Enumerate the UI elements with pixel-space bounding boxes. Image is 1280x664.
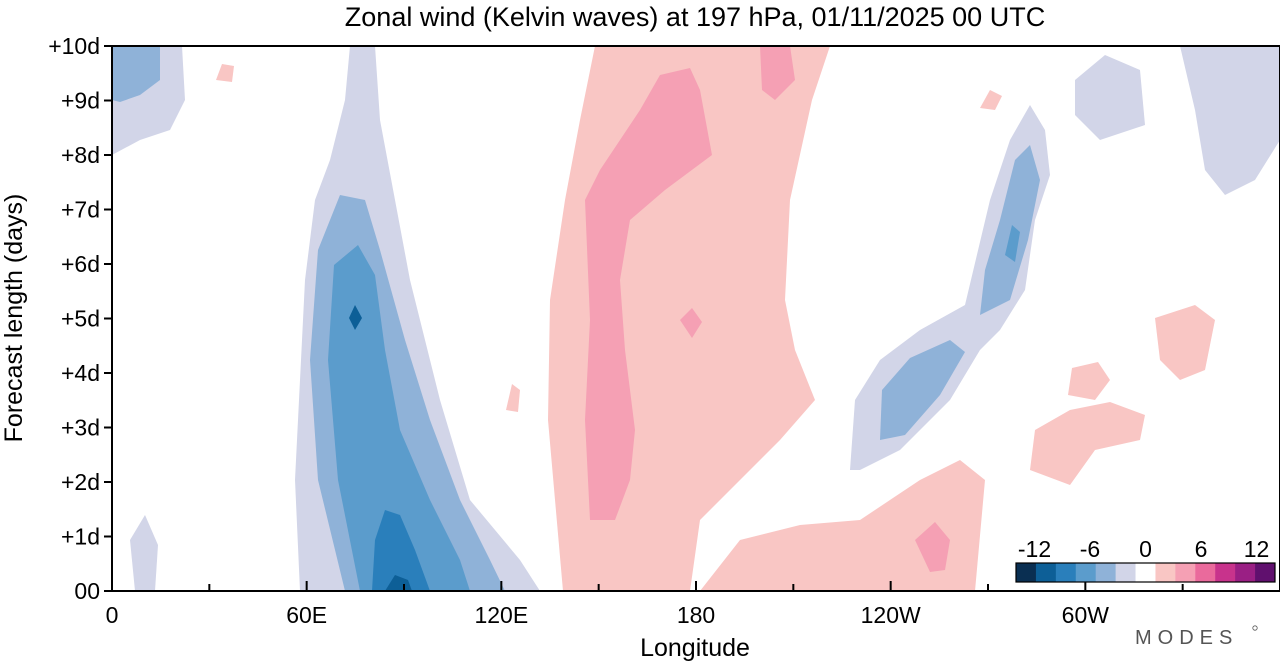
colorbar-label: 6	[1195, 536, 1208, 562]
colorbar-swatch	[1035, 563, 1057, 582]
westerly-east-patch-3	[1068, 362, 1110, 400]
westerly-small-cell-3	[506, 384, 520, 412]
colorbar-label: -12	[1018, 536, 1051, 562]
easterly-upper-right-2	[1075, 55, 1145, 140]
y-tick-label: 00	[74, 578, 100, 604]
easterly-corner-moderate	[112, 46, 160, 102]
x-axis-title: Longitude	[640, 634, 750, 662]
colorbar-swatch	[1055, 563, 1077, 582]
colorbar-swatch	[1215, 563, 1236, 582]
y-tick-label: +10d	[48, 33, 100, 59]
westerly-small-cell-2	[980, 90, 1002, 110]
westerly-lower-right	[700, 460, 985, 591]
y-axis-title: Forecast length (days)	[0, 194, 28, 443]
x-axis: 0 60E 120E 180 120W 60W	[106, 581, 1280, 628]
colorbar-swatch	[1235, 563, 1256, 582]
colorbar-swatch	[1195, 563, 1216, 582]
y-tick-label: +5d	[61, 306, 100, 332]
colorbar: -12 -6 0 6 12	[1015, 536, 1276, 583]
colorbar-label: 0	[1139, 536, 1152, 562]
colorbar-swatch	[1075, 563, 1097, 582]
easterly-band-west-moderate-2	[980, 145, 1040, 315]
colorbar-swatch	[1115, 563, 1136, 582]
y-tick-label: +2d	[61, 469, 100, 495]
westerly-contour-cell	[680, 308, 702, 338]
x-tick-label: 120W	[861, 602, 921, 628]
easterly-contour-cell	[349, 305, 362, 330]
y-tick-label: +9d	[61, 88, 100, 114]
westerly-east-patch-2	[1155, 305, 1215, 380]
westerly-contour-top	[760, 46, 795, 100]
easterly-band-west-strong	[1005, 225, 1020, 262]
y-tick-label: +4d	[61, 360, 100, 386]
y-tick-label: +1d	[61, 524, 100, 550]
easterly-band-west-moderate	[880, 340, 965, 440]
y-tick-label: +3d	[61, 415, 100, 441]
plot-area	[111, 45, 1280, 592]
easterly-contour-6	[328, 245, 470, 591]
chart-title: Zonal wind (Kelvin waves) at 197 hPa, 01…	[345, 2, 1045, 32]
colorbar-swatch	[1175, 563, 1196, 582]
easterly-lower-left	[130, 515, 158, 591]
easterly-upper-right	[1180, 46, 1280, 195]
westerly-small-cell	[216, 64, 234, 82]
y-tick-label: +6d	[61, 251, 100, 277]
registered-mark-icon	[1252, 625, 1258, 631]
colorbar-swatch	[1135, 563, 1156, 582]
colorbar-label: -6	[1080, 536, 1100, 562]
colorbar-frame	[1015, 562, 1276, 583]
x-tick-label: 60W	[1062, 602, 1110, 628]
westerly-lower-right-cell	[915, 522, 950, 572]
easterly-contour-8	[372, 510, 430, 591]
x-tick-label: 0	[106, 602, 119, 628]
x-tick-label: 60E	[286, 602, 327, 628]
y-axis: 00 +1d +2d +3d +4d +5d +6d +7d +8d +9d +10d	[48, 33, 112, 604]
westerly-contour-moderate	[585, 68, 712, 520]
colorbar-swatch	[1255, 563, 1276, 582]
contour-fields	[112, 46, 1280, 591]
x-tick-label: 120E	[474, 602, 528, 628]
x-tick-label: 180	[677, 602, 715, 628]
easterly-contour-12	[385, 575, 412, 591]
modes-logo: MODES	[1135, 627, 1238, 649]
colorbar-swatch	[1016, 563, 1037, 582]
y-tick-label: +8d	[61, 142, 100, 168]
colorbar-label: 12	[1244, 536, 1270, 562]
westerly-east-patch	[1030, 402, 1145, 485]
colorbar-swatch	[1155, 563, 1176, 582]
y-tick-label: +7d	[61, 197, 100, 223]
colorbar-swatch	[1095, 563, 1117, 582]
